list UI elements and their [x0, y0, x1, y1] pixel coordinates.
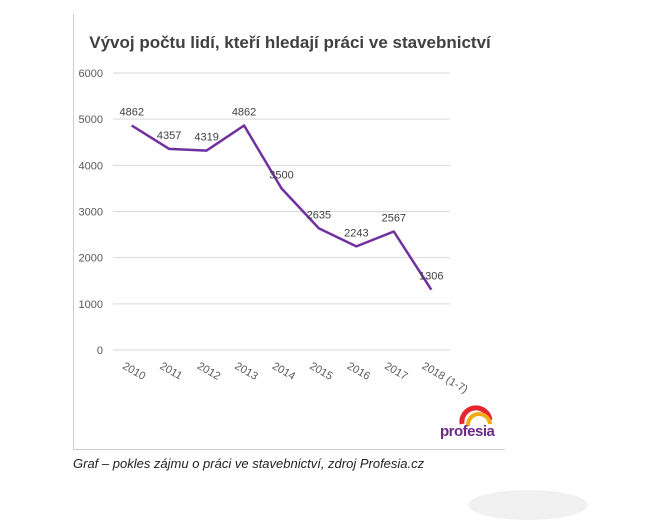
- line-chart: Vývoj počtu lidí, kteří hledají práci ve…: [79, 33, 493, 396]
- chart-title: Vývoj počtu lidí, kteří hledají práci ve…: [89, 33, 492, 52]
- data-label: 1306: [419, 271, 443, 283]
- x-tick-label: 2011: [158, 360, 184, 382]
- y-tick-label: 1000: [79, 299, 103, 311]
- data-label: 2567: [382, 212, 406, 224]
- figure-caption: Graf – pokles zájmu o práci ve stavebnic…: [73, 456, 425, 471]
- x-tick-label: 2016: [345, 360, 372, 383]
- y-tick-label: 6000: [79, 68, 103, 80]
- data-label: 2635: [307, 209, 331, 221]
- logo-text: profesia: [440, 423, 495, 440]
- x-tick-label: 2014: [270, 360, 297, 383]
- y-axis-ticks: 0 1000 2000 3000 4000 5000 6000: [79, 68, 103, 357]
- data-label: 2243: [344, 227, 368, 239]
- data-labels: 4862 4357 4319 4862 3500 2635 2243 2567 1306: [119, 107, 443, 283]
- x-tick-label: 2018 (1-7): [420, 360, 470, 396]
- logo-arc-icon: [459, 405, 493, 427]
- data-label: 4862: [119, 107, 143, 119]
- x-tick-label: 2010: [120, 360, 147, 383]
- y-tick-label: 2000: [79, 253, 103, 265]
- profesia-logo: profesia: [440, 398, 504, 442]
- y-tick-label: 4000: [79, 160, 103, 172]
- x-tick-label: 2013: [233, 360, 260, 383]
- x-tick-label: 2017: [382, 360, 409, 383]
- data-label: 4357: [157, 130, 181, 142]
- x-axis-ticks: 2010 2011 2012 2013 2014 2015 2016 2017 2018 (1-…: [120, 360, 470, 396]
- series-line: [131, 124, 433, 291]
- y-tick-label: 0: [97, 345, 103, 357]
- y-tick-label: 3000: [79, 207, 103, 219]
- chart-frame: [73, 14, 505, 450]
- y-tick-label: 5000: [79, 114, 103, 126]
- data-label: 4319: [194, 132, 218, 144]
- x-tick-label: 2015: [307, 360, 334, 383]
- decorative-shape: [468, 490, 588, 520]
- data-label: 4862: [232, 107, 256, 119]
- data-label: 3500: [269, 169, 293, 181]
- gridlines: [113, 72, 450, 351]
- x-tick-label: 2012: [195, 360, 222, 383]
